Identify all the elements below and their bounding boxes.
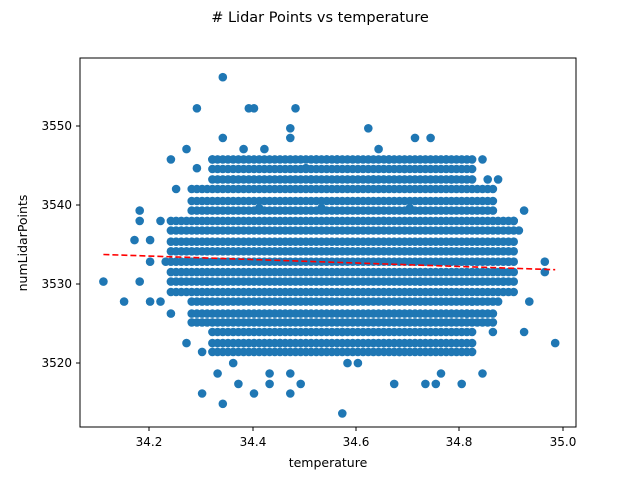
scatter-point bbox=[145, 235, 155, 245]
x-tick-label: 34.4 bbox=[240, 435, 267, 449]
scatter-point bbox=[509, 216, 518, 226]
scatter-point bbox=[478, 155, 487, 164]
points-layer bbox=[99, 72, 560, 418]
scatter-point bbox=[426, 133, 435, 143]
scatter-point bbox=[228, 358, 238, 368]
y-axis: 3520 3530 3540 3550 bbox=[41, 119, 80, 370]
scatter-point bbox=[488, 184, 498, 194]
scatter-point bbox=[421, 379, 430, 389]
scatter-point bbox=[286, 124, 295, 133]
scatter-point bbox=[286, 133, 295, 143]
scatter-point bbox=[135, 206, 144, 215]
scatter-point bbox=[467, 175, 477, 184]
scatter-point bbox=[192, 104, 202, 113]
scatter-point bbox=[509, 237, 518, 246]
scatter-point bbox=[509, 277, 518, 286]
trend-layer bbox=[103, 253, 556, 271]
x-tick-label: 34.2 bbox=[136, 435, 163, 449]
chart-title: # Lidar Points vs temperature bbox=[211, 10, 429, 26]
y-tick-label: 3550 bbox=[41, 119, 72, 133]
scatter-point bbox=[467, 338, 477, 348]
scatter-point bbox=[525, 297, 534, 306]
scatter-point bbox=[374, 144, 383, 154]
x-axis: 34.2 34.4 34.6 34.8 35.0 bbox=[136, 427, 577, 449]
scatter-point bbox=[353, 358, 363, 368]
scatter-point bbox=[234, 379, 243, 389]
scatter-point bbox=[467, 155, 477, 164]
scatter-point bbox=[119, 297, 129, 306]
scatter-point bbox=[389, 379, 399, 389]
scatter-point bbox=[467, 347, 477, 357]
scatter-point bbox=[343, 358, 352, 368]
x-tick-label: 35.0 bbox=[550, 435, 577, 449]
scatter-point bbox=[410, 133, 420, 143]
scatter-point bbox=[249, 104, 259, 113]
scatter-point bbox=[145, 297, 155, 306]
scatter-point bbox=[519, 327, 529, 337]
scatter-point bbox=[457, 379, 467, 389]
scatter-point bbox=[286, 389, 295, 398]
scatter-point bbox=[488, 206, 498, 215]
scatter-point bbox=[509, 267, 518, 277]
scatter-point bbox=[156, 216, 165, 226]
x-tick-label: 34.8 bbox=[446, 435, 473, 449]
scatter-point bbox=[99, 277, 108, 286]
scatter-point bbox=[509, 226, 518, 235]
scatter-point bbox=[296, 379, 306, 389]
scatter-point bbox=[286, 369, 295, 378]
scatter-point bbox=[467, 327, 477, 337]
scatter-point bbox=[135, 216, 144, 226]
scatter-point bbox=[509, 257, 518, 267]
scatter-point bbox=[182, 144, 191, 154]
scatter-point bbox=[135, 277, 144, 286]
scatter-point bbox=[467, 164, 477, 174]
scatter-point bbox=[488, 327, 498, 337]
scatter-point bbox=[166, 155, 176, 164]
scatter-point bbox=[265, 379, 274, 389]
scatter-point bbox=[483, 175, 493, 184]
scatter-point bbox=[213, 369, 222, 378]
scatter-point bbox=[260, 144, 269, 154]
scatter-point bbox=[218, 133, 228, 143]
scatter-point bbox=[509, 287, 518, 297]
x-tick-label: 34.6 bbox=[343, 435, 370, 449]
y-tick-label: 3530 bbox=[41, 277, 72, 291]
scatter-point bbox=[550, 338, 560, 348]
y-tick-label: 3520 bbox=[41, 356, 72, 370]
y-tick-label: 3540 bbox=[41, 198, 72, 212]
scatter-point bbox=[338, 409, 347, 418]
scatter-point bbox=[156, 297, 165, 306]
scatter-point bbox=[364, 124, 373, 133]
scatter-point bbox=[171, 184, 181, 194]
y-axis-label: numLidarPoints bbox=[15, 195, 30, 292]
scatter-point bbox=[130, 235, 139, 245]
scatter-point bbox=[488, 318, 498, 327]
scatter-point bbox=[218, 399, 228, 409]
scatter-point bbox=[540, 257, 550, 267]
scatter-point bbox=[431, 379, 441, 389]
scatter-point bbox=[436, 369, 446, 378]
scatter-point bbox=[478, 369, 487, 378]
scatter-point bbox=[509, 247, 518, 256]
scatter-point bbox=[197, 389, 207, 398]
scatter-point bbox=[488, 196, 498, 206]
trend-line bbox=[103, 253, 556, 271]
scatter-point bbox=[249, 389, 259, 398]
scatter-point bbox=[145, 257, 155, 267]
scatter-point bbox=[166, 309, 176, 318]
scatter-point bbox=[265, 369, 274, 378]
scatter-point bbox=[239, 144, 248, 154]
scatter-point bbox=[519, 206, 529, 215]
x-axis-label: temperature bbox=[289, 455, 368, 470]
scatter-point bbox=[488, 297, 498, 306]
scatter-point bbox=[493, 175, 503, 184]
scatter-point bbox=[182, 338, 191, 348]
scatter-point bbox=[488, 309, 498, 318]
scatter-point bbox=[192, 163, 202, 173]
plot-frame bbox=[79, 57, 577, 428]
scatter-point bbox=[291, 104, 300, 113]
scatter-point bbox=[218, 72, 228, 82]
scatter-point bbox=[197, 347, 207, 357]
